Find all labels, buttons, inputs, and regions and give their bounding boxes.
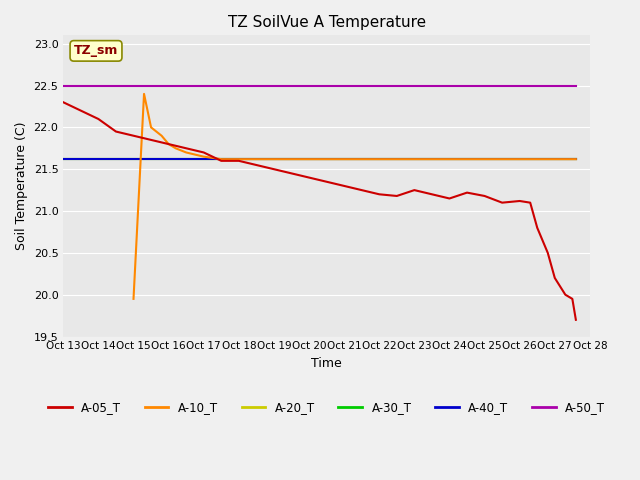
Legend: A-05_T, A-10_T, A-20_T, A-30_T, A-40_T, A-50_T: A-05_T, A-10_T, A-20_T, A-30_T, A-40_T, … bbox=[44, 396, 610, 419]
Text: TZ_sm: TZ_sm bbox=[74, 44, 118, 58]
Title: TZ SoilVue A Temperature: TZ SoilVue A Temperature bbox=[228, 15, 426, 30]
Y-axis label: Soil Temperature (C): Soil Temperature (C) bbox=[15, 121, 28, 250]
X-axis label: Time: Time bbox=[311, 357, 342, 370]
